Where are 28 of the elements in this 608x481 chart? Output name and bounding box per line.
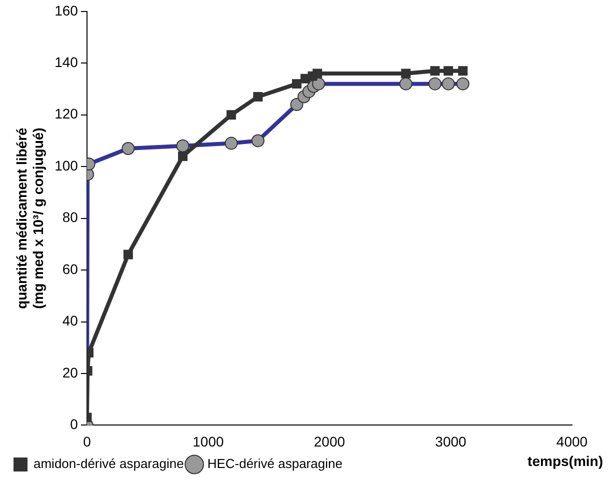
point [123,250,133,260]
point [253,92,263,102]
point [444,66,454,76]
x-axis-title: temps(min) [528,452,603,469]
y-tick-label: 60 [62,260,78,277]
y-tick-label: 80 [62,209,78,226]
legend-label: HEC-dérivé asparagine [207,456,342,472]
point [292,79,302,89]
y-tick-label: 160 [54,2,78,18]
legend-label: amidon-dérivé asparagine [34,456,184,472]
point [401,68,411,78]
point [226,110,236,120]
y-tick-label: 140 [54,54,78,70]
y-tick-label: 100 [54,157,78,174]
x-tick-label: 4000 [556,433,588,450]
point [458,66,468,76]
x-tick-label: 2000 [314,433,346,450]
y-tick-label: 120 [54,106,78,122]
x-tick-label: 1000 [192,433,224,450]
y-axis-title: quantité médicament libéré (mg med x 10³/ g conjugué) [13,127,46,309]
y-tick-label: 0 [70,416,78,432]
y-tick-label: 20 [62,364,78,380]
point [312,68,322,78]
point [178,151,188,161]
y-tick-label: 40 [62,312,78,329]
x-tick-label: 0 [83,433,92,450]
x-tick-label: 3000 [435,433,467,450]
point [430,66,440,76]
